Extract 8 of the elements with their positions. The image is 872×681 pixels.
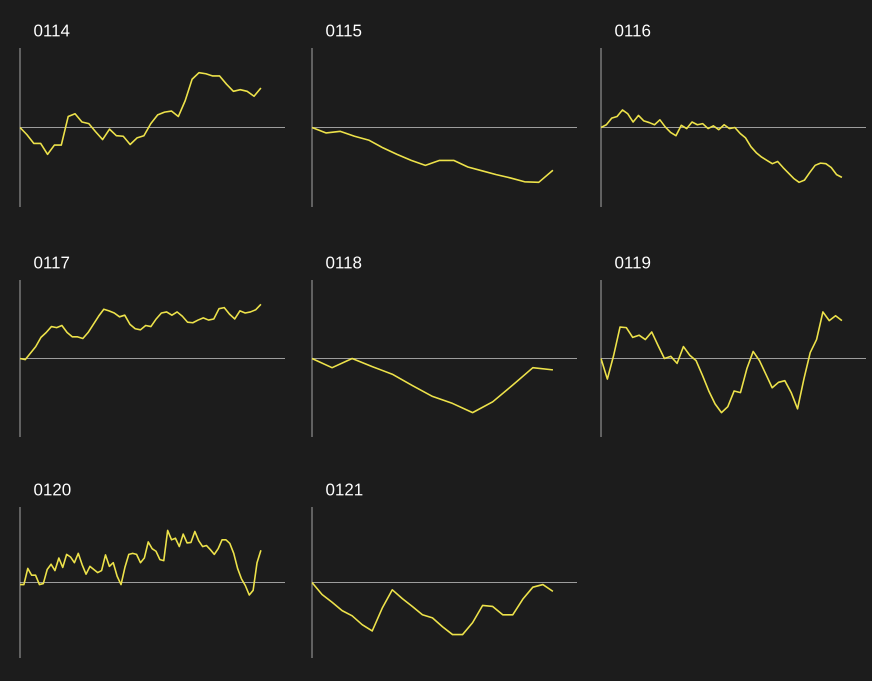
chart-title: 0120 [34, 484, 71, 496]
chart-title: 0115 [326, 24, 362, 37]
chart-title: 0121 [326, 484, 362, 496]
chart-title: 0119 [615, 256, 650, 269]
chart-title: 0117 [34, 256, 70, 269]
chart-title: 0114 [34, 24, 70, 37]
chart-title: 0116 [615, 24, 650, 37]
chart-title: 0118 [326, 256, 362, 269]
